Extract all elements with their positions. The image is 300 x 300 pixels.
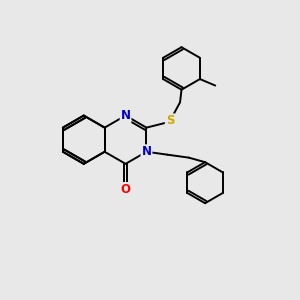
Text: O: O bbox=[121, 183, 130, 196]
Text: N: N bbox=[121, 109, 130, 122]
Text: S: S bbox=[166, 114, 174, 127]
Text: N: N bbox=[142, 145, 152, 158]
